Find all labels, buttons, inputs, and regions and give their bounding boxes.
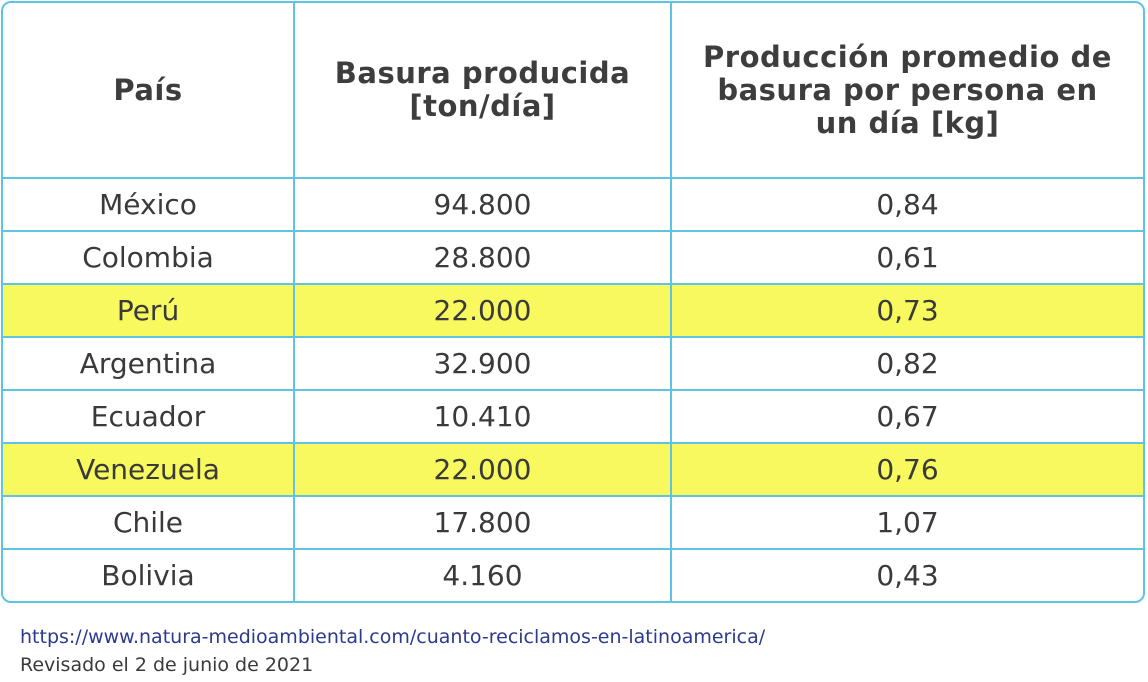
cell-per-person: 0,43 xyxy=(670,548,1143,601)
cell-waste-tons: 22.000 xyxy=(293,283,671,337)
cell-waste-tons: 94.800 xyxy=(293,177,671,231)
table-row: Bolivia 4.160 0,43 xyxy=(3,548,1143,601)
cell-waste-tons: 17.800 xyxy=(293,495,671,549)
cell-per-person: 0,84 xyxy=(670,177,1143,231)
cell-waste-tons: 28.800 xyxy=(293,230,671,284)
table-header-row: País Basura producida [ton/día] Producci… xyxy=(3,3,1143,178)
table-row: Argentina 32.900 0,82 xyxy=(3,336,1143,390)
cell-country: México xyxy=(3,177,294,231)
header-country: País xyxy=(113,72,183,107)
cell-per-person: 0,61 xyxy=(670,230,1143,284)
table-row: Venezuela 22.000 0,76 xyxy=(3,442,1143,496)
revised-date: Revisado el 2 de junio de 2021 xyxy=(20,654,314,676)
cell-per-person: 0,82 xyxy=(670,336,1143,390)
cell-waste-tons: 22.000 xyxy=(293,442,671,496)
cell-country: Perú xyxy=(3,283,294,337)
cell-waste-tons: 32.900 xyxy=(293,336,671,390)
cell-country: Ecuador xyxy=(3,389,294,443)
cell-per-person: 0,67 xyxy=(670,389,1143,443)
cell-waste-tons: 4.160 xyxy=(293,548,671,601)
cell-per-person: 0,76 xyxy=(670,442,1143,496)
cell-country: Chile xyxy=(3,495,294,549)
cell-per-person: 1,07 xyxy=(670,495,1143,549)
header-waste-produced: Basura producida [ton/día] xyxy=(293,3,671,178)
table-row: Perú 22.000 0,73 xyxy=(3,283,1143,337)
waste-table: País Basura producida [ton/día] Producci… xyxy=(3,3,1143,601)
cell-country: Bolivia xyxy=(3,548,294,601)
source-url: https://www.natura-medioambiental.com/cu… xyxy=(20,626,766,648)
table-row: México 94.800 0,84 xyxy=(3,177,1143,231)
cell-per-person: 0,73 xyxy=(670,283,1143,337)
table-row: Chile 17.800 1,07 xyxy=(3,495,1143,549)
table-row: Ecuador 10.410 0,67 xyxy=(3,389,1143,443)
cell-waste-tons: 10.410 xyxy=(293,389,671,443)
cell-country: Venezuela xyxy=(3,442,294,496)
cell-country: Argentina xyxy=(3,336,294,390)
cell-country: Colombia xyxy=(3,230,294,284)
waste-table-container: País Basura producida [ton/día] Producci… xyxy=(1,1,1145,603)
header-per-person: Producción promedio de basura por person… xyxy=(670,3,1143,178)
table-row: Colombia 28.800 0,61 xyxy=(3,230,1143,284)
